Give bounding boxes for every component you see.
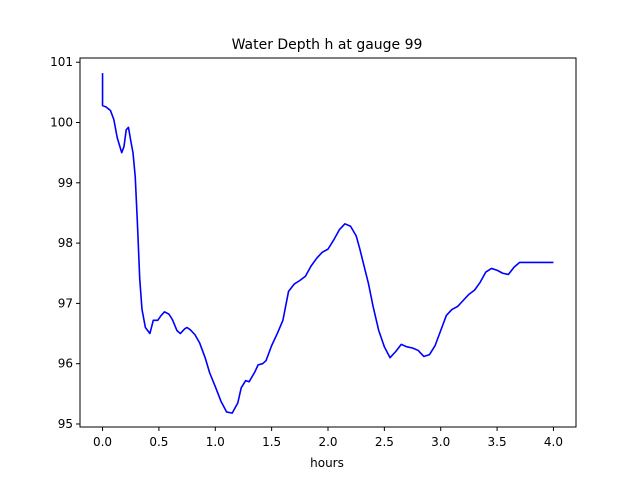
series-line (101, 73, 554, 414)
y-tick-label: 98 (58, 236, 73, 250)
x-tick-label: 0.5 (149, 435, 168, 449)
y-axis: 95 96 97 98 99 100 101 (50, 55, 80, 431)
y-tick-label: 95 (58, 417, 73, 431)
x-tick-label: 3.0 (431, 435, 450, 449)
x-tick-label: 0.0 (93, 435, 112, 449)
y-tick-label: 96 (58, 357, 73, 371)
x-tick-label: 1.0 (206, 435, 225, 449)
chart-title: Water Depth h at gauge 99 (232, 37, 423, 53)
plot-area (79, 57, 577, 428)
plot-frame (79, 57, 577, 428)
x-tick-label: 1.5 (262, 435, 281, 449)
x-tick-label: 3.5 (488, 435, 507, 449)
series-layer (101, 73, 554, 414)
y-tick-label: 99 (58, 176, 73, 190)
x-tick-label: 2.0 (318, 435, 337, 449)
y-tick-label: 97 (58, 296, 73, 310)
x-tick-label: 4.0 (544, 435, 563, 449)
x-tick-label: 2.5 (375, 435, 394, 449)
x-axis-label: hours (310, 456, 344, 470)
x-axis: 0.0 0.5 1.0 1.5 2.0 2.5 3.0 3.5 4.0 (93, 427, 563, 449)
y-tick-label: 101 (50, 55, 73, 69)
y-tick-label: 100 (50, 116, 73, 130)
